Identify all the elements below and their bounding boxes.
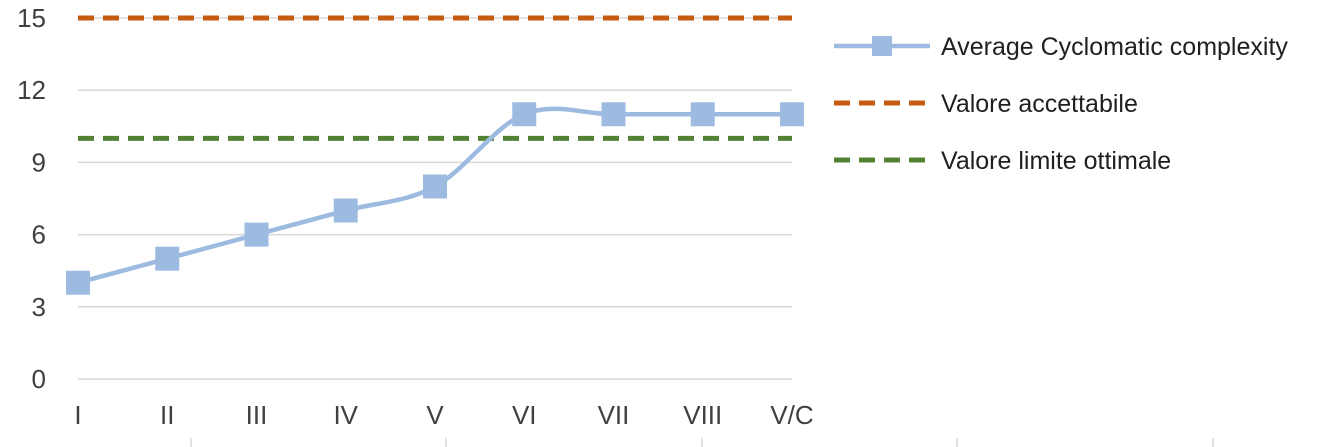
x-tick-label: VIII [683,400,722,430]
x-tick-label: III [246,400,268,430]
y-tick-label: 6 [32,220,46,250]
x-tick-label: V/C [770,400,813,430]
data-point-VII [601,102,626,127]
series-lines [75,15,795,285]
data-point-VIII [690,102,715,127]
legend-label: Average Cyclomatic complexity [941,33,1288,61]
data-point-III [244,222,269,247]
legend-item-0: Average Cyclomatic complexity [834,33,1288,61]
x-tick-label: V [426,400,444,430]
legend-item-2: Valore limite ottimale [834,147,1171,175]
data-point-V [423,174,447,199]
data-point-IV [333,198,358,223]
legend: Average Cyclomatic complexity Valore acce… [834,33,1288,175]
y-tick-label: 15 [17,3,46,33]
data-point-V/C [780,102,804,127]
legend-marker [872,36,892,56]
legend-label: Valore accettabile [941,90,1138,118]
x-tick-label: IV [333,400,358,430]
x-tick-label: VII [598,400,630,430]
y-tick-label: 3 [32,292,46,322]
y-tick-label: 0 [32,364,46,394]
y-tick-label: 9 [32,147,46,177]
y-tick-label: 12 [17,75,46,105]
data-point-VI [512,102,537,127]
data-point-I [66,270,90,295]
legend-label: Valore limite ottimale [941,147,1171,175]
x-tick-label: VI [512,400,537,430]
x-tick-label: II [160,400,174,430]
data-point-II [155,246,180,271]
series-markers [66,102,804,295]
x-axis-ticks: I II III IV V VI VII VIII V/C [74,400,813,430]
y-axis-ticks: 0 3 6 9 12 15 [17,3,46,394]
x-tick-label: I [74,400,81,430]
legend-item-1: Valore accettabile [834,90,1138,118]
